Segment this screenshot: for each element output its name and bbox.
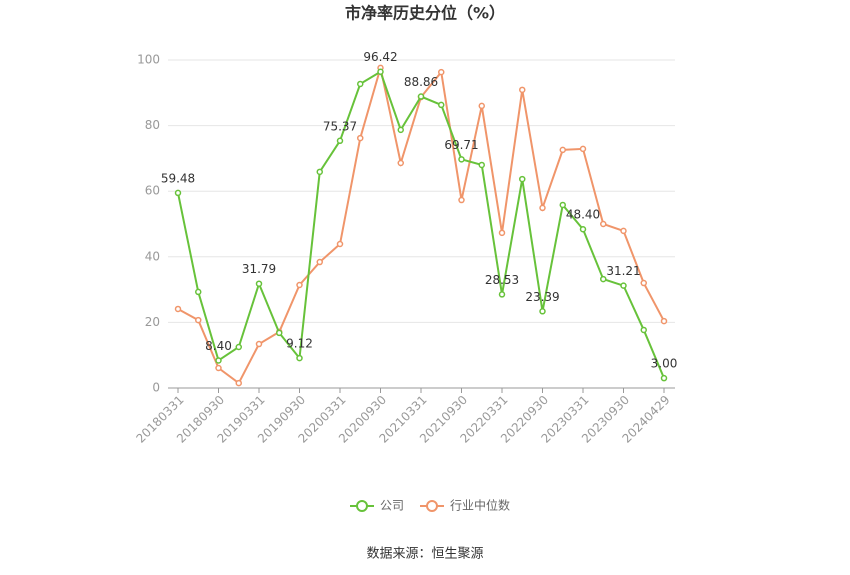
point [174, 189, 182, 197]
point [195, 288, 202, 296]
data-label: 31.21 [606, 264, 640, 278]
legend-marker [426, 500, 438, 512]
point [276, 329, 283, 337]
point [215, 357, 222, 364]
data-label: 75.37 [323, 119, 357, 133]
point [316, 168, 323, 176]
data-label: 69.71 [444, 138, 478, 152]
point [458, 196, 465, 204]
point [255, 340, 263, 348]
point [519, 86, 526, 94]
data-label: 48.40 [566, 208, 600, 222]
series-line [177, 67, 665, 385]
point [195, 316, 202, 324]
point [397, 126, 404, 134]
point [559, 201, 566, 209]
data-label: 59.48 [161, 171, 195, 185]
point [235, 379, 242, 387]
data-label: 96.42 [363, 50, 397, 64]
y-tick-label: 60 [145, 184, 160, 198]
data-label: 3.00 [651, 357, 678, 371]
point [600, 220, 607, 228]
data-label: 8.40 [205, 339, 232, 353]
legend-marker [356, 500, 368, 512]
point [539, 204, 546, 212]
point [174, 305, 182, 313]
y-tick-label: 0 [152, 381, 160, 395]
point [296, 354, 303, 362]
point [539, 308, 546, 315]
point [640, 279, 647, 287]
point [357, 80, 364, 88]
data-label: 9.12 [286, 337, 313, 351]
point [620, 282, 627, 289]
point [336, 240, 344, 248]
point [498, 291, 506, 298]
point [235, 343, 242, 351]
y-tick-label: 40 [145, 249, 160, 263]
point [458, 156, 465, 163]
point [357, 134, 364, 142]
point [255, 280, 263, 287]
point [397, 159, 404, 167]
point [215, 364, 222, 372]
y-tick-label: 80 [145, 118, 160, 132]
point [336, 137, 344, 145]
point [438, 101, 445, 109]
y-tick-label: 100 [137, 53, 160, 67]
point [478, 102, 485, 110]
point [498, 229, 506, 237]
point [417, 93, 425, 100]
point [660, 317, 668, 325]
chart-title: 市净率历史分位（%） [345, 4, 505, 23]
point [579, 145, 587, 153]
data-label: 28.53 [485, 273, 519, 287]
data-label: 23.39 [525, 290, 559, 304]
point [296, 281, 303, 289]
data-label: 88.86 [404, 75, 438, 89]
point [316, 258, 323, 266]
point [559, 146, 566, 154]
point [478, 161, 485, 169]
y-tick-label: 20 [145, 315, 160, 329]
point [519, 175, 526, 183]
point [377, 68, 384, 75]
point [579, 225, 587, 233]
point [660, 374, 668, 382]
series-line [177, 70, 665, 379]
source-note: 数据来源：恒生聚源 [366, 547, 483, 562]
legend-label: 公司 [380, 499, 404, 513]
point [640, 326, 647, 334]
data-label: 31.79 [242, 262, 276, 276]
point [438, 68, 445, 76]
legend-label: 行业中位数 [450, 498, 510, 513]
point [600, 275, 607, 283]
point [620, 227, 627, 235]
